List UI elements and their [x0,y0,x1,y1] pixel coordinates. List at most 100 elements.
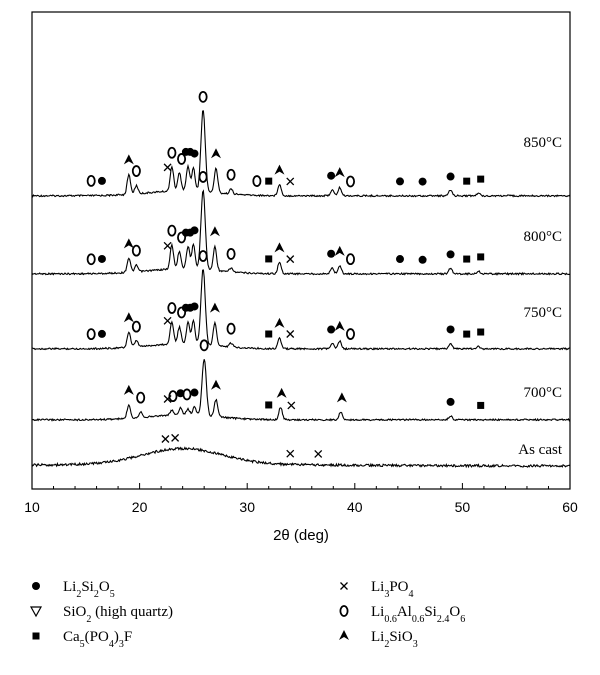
phase-marker-circle [446,250,455,259]
legend-label: Li2SiO3 [371,629,418,650]
x-axis-title: 2θ (deg) [273,527,329,544]
x-axis: 10 20 30 40 50 60 [24,483,578,515]
phase-marker-circle [395,255,404,264]
phase-marker-tri [210,379,221,390]
phase-marker-tri [334,245,345,256]
x-tick-label: 40 [347,499,363,515]
phase-marker-O [345,328,355,340]
phase-marker-square [265,177,273,185]
trace-labels: 850°C 800°C 750°C 700°C As cast [518,135,563,458]
phase-marker-tri [123,384,134,395]
phase-marker-circle [97,254,106,263]
phase-marker-cross [163,241,172,250]
phase-marker-tri [209,226,220,237]
trace-label-850c: 850°C [523,135,562,151]
phase-marker-circle [395,177,404,186]
phase-marker-tri [123,312,134,323]
phase-marker-square [477,175,485,183]
x-tick-label: 60 [562,499,578,515]
phase-marker-O [345,253,355,266]
phase-marker-tri [274,242,285,253]
phase-marker-O [198,171,208,183]
phase-marker-tri [123,154,134,165]
phase-marker-tri [123,238,134,249]
phase-marker-cross [163,163,172,172]
phase-marker-O [345,175,355,188]
phase-marker-circle [190,226,199,235]
phase-marker-cross [171,433,180,442]
phase-marker-O [167,302,177,314]
phase-marker-O [86,253,96,266]
trace-800c [31,189,571,276]
phase-legend: Li2Si2O5 SiO2 (high quartz) Ca5(PO4)3F Li3P… [29,579,465,650]
trace-750c [31,269,571,351]
phase-marker-O [86,175,96,187]
phase-marker-cross [286,330,295,338]
x-tick-label: 50 [455,499,471,515]
legend-label: SiO2 (high quartz) [63,604,173,625]
trace-850c [31,110,571,198]
phase-marker-cross [161,435,170,443]
phase-marker-circle [446,325,455,334]
phase-marker-tri [334,167,345,178]
phase-marker-O [168,390,178,403]
diffraction-traces [31,110,571,469]
legend-label: Li3PO4 [371,579,414,600]
phase-marker-O [136,391,146,404]
plot-frame [31,11,571,490]
trace-label-ascast: As cast [518,442,563,458]
phase-marker-circle [446,172,455,181]
x-tick-label: 10 [24,499,40,515]
phase-marker-square [463,330,471,338]
phase-marker-square [463,255,471,263]
phase-marker-circle [327,325,336,334]
phase-marker-O [167,224,177,237]
phase-marker-square [265,401,273,409]
phase-marker-circle [190,149,199,158]
phase-marker-cross [163,316,172,325]
trace-label-800c: 800°C [523,229,562,245]
phase-marker-square [265,255,273,263]
phase-marker-square [477,401,485,409]
phase-marker-cross [286,255,295,264]
phase-marker-cross [314,449,323,458]
phase-marker-tri [274,164,285,175]
phase-marker-circle [97,329,106,338]
phase-marker-tri [210,148,221,159]
phase-marker-circle [190,302,199,311]
phase-marker-O [252,175,262,187]
phase-marker-circle [190,388,199,397]
phase-marker-circle [327,171,336,180]
phase-marker-O [177,153,187,165]
phase-markers [86,90,485,458]
trace-label-750c: 750°C [523,305,562,321]
phase-marker-O [198,90,208,103]
phase-marker-O [226,248,236,260]
x-tick-label: 30 [239,499,255,515]
phase-marker-cross [286,449,295,458]
phase-marker-O [199,339,209,352]
phase-marker-O [226,168,236,181]
phase-marker-O [226,322,236,335]
x-tick-label: 20 [132,499,148,515]
legend-marker-cross [340,582,348,590]
phase-marker-O [167,146,177,159]
phase-marker-O [86,328,96,341]
legend-label: Li2Si2O5 [63,579,115,600]
phase-marker-circle [418,255,427,264]
phase-marker-O [198,250,208,262]
phase-marker-cross [286,177,295,186]
legend-marker-O [339,605,349,617]
phase-marker-O [177,306,187,319]
phase-marker-O [131,320,141,333]
legend-marker-triangle-down-open [29,606,43,618]
phase-marker-square [463,177,471,185]
phase-marker-circle [97,176,106,185]
trace-ascast [31,446,571,469]
phase-marker-tri [334,320,345,331]
legend-marker-square [32,632,40,640]
phase-marker-tri [336,392,347,403]
legend-label: Ca5(PO4)3F [63,629,132,650]
trace-700c [31,359,571,422]
